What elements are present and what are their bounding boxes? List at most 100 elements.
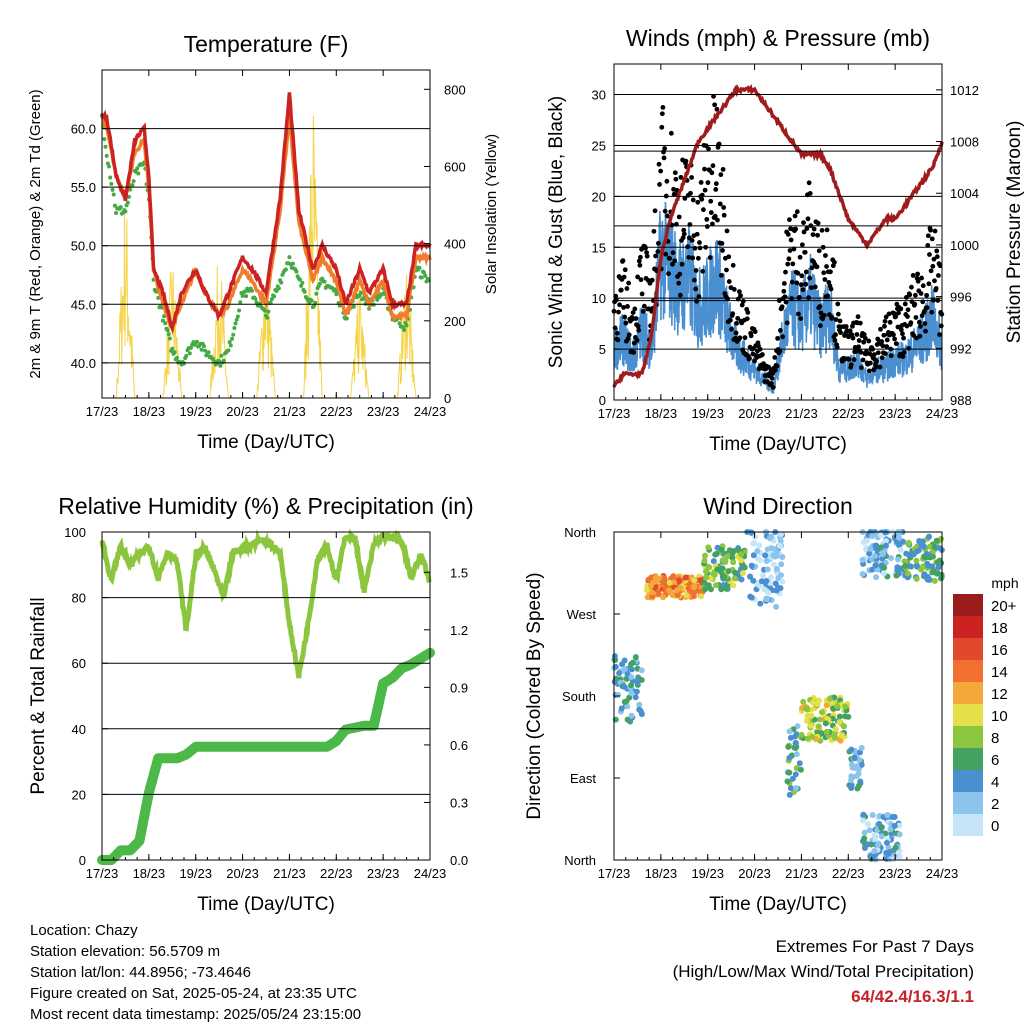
gust-point <box>625 304 630 309</box>
wind-direction-point <box>624 716 631 723</box>
wind-direction-point <box>739 570 746 577</box>
wind-direction-point <box>883 839 890 846</box>
dir-title: Wind Direction <box>703 493 853 519</box>
dewpoint-point <box>268 300 273 305</box>
dir-ytick-label: West <box>567 607 597 622</box>
gust-point <box>915 271 921 277</box>
wind-direction-point <box>660 579 667 586</box>
colorbar-swatch <box>953 792 983 814</box>
wind-direction-point <box>750 540 757 547</box>
rh-xlabel: Time (Day/UTC) <box>197 894 335 915</box>
gust-point <box>704 217 710 222</box>
dewpoint-point <box>244 294 249 299</box>
gust-point <box>850 335 856 341</box>
temp-y2tick-label: 400 <box>444 237 466 252</box>
wind-direction-point <box>772 580 779 587</box>
wind-direction-point <box>853 763 860 770</box>
wind-xtick-label: 17/23 <box>598 406 631 421</box>
gust-point <box>769 375 775 381</box>
gust-point <box>615 337 621 343</box>
gust-point <box>726 279 732 284</box>
wind-direction-point <box>890 856 897 863</box>
gust-point <box>907 292 913 298</box>
gust-point <box>912 292 918 298</box>
wind-xtick-label: 20/23 <box>738 406 771 421</box>
colorbar-label: 0 <box>991 818 999 835</box>
wind-direction-point <box>698 593 705 600</box>
colorbar-swatch <box>953 814 983 836</box>
temp-xtick-label: 23/23 <box>367 404 400 419</box>
dewpoint-point <box>131 179 136 184</box>
gust-point <box>622 314 628 320</box>
gust-point <box>920 283 926 289</box>
gust-point <box>613 297 619 303</box>
wind-xtick-label: 18/23 <box>645 406 678 421</box>
dewpoint-point <box>313 300 318 305</box>
wind-direction-point <box>791 744 798 751</box>
gust-point <box>938 323 944 329</box>
dewpoint-point <box>187 351 192 356</box>
wind-direction-point <box>754 548 761 555</box>
gust-point <box>883 314 889 320</box>
wind-direction-point <box>880 570 887 577</box>
colorbar-label: 18 <box>991 620 1008 637</box>
dewpoint-point <box>294 269 299 274</box>
gust-point <box>659 124 665 130</box>
wind-direction-point <box>867 545 874 552</box>
gust-point <box>635 274 641 280</box>
wind-direction-point <box>888 555 895 562</box>
gust-point <box>663 251 669 257</box>
wind-direction-point <box>764 566 771 573</box>
gust-point <box>626 280 632 286</box>
gust-point <box>933 286 939 291</box>
wind-direction-point <box>926 533 933 540</box>
gust-point <box>875 350 881 356</box>
gust-point <box>636 258 642 264</box>
gust-point <box>925 243 931 248</box>
gust-point <box>729 326 734 332</box>
wind-direction-point <box>897 546 904 553</box>
gust-point <box>772 355 778 360</box>
gust-point <box>705 180 711 186</box>
wind-y2tick-label: 1012 <box>950 83 979 98</box>
gust-point <box>937 263 943 269</box>
gust-point <box>677 292 683 298</box>
temp-y2tick-label: 0 <box>444 391 451 406</box>
gust-point <box>809 265 815 271</box>
wind-direction-point <box>888 830 895 837</box>
gust-point <box>701 207 706 213</box>
wind-direction-point <box>809 733 816 740</box>
gust-point <box>643 245 648 251</box>
wind-direction-point <box>891 823 898 830</box>
gust-point <box>786 256 792 262</box>
gust-point <box>618 287 624 293</box>
wind-direction-point <box>738 557 745 564</box>
gust-point <box>651 228 657 234</box>
gust-point <box>864 349 869 354</box>
gust-point <box>797 254 803 260</box>
gust-point <box>640 309 646 314</box>
dir-ytick-label: South <box>562 689 596 704</box>
wind-direction-point <box>858 761 865 768</box>
dewpoint-point <box>105 161 110 166</box>
wind-direction-point <box>892 844 899 851</box>
colorbar-swatch <box>953 594 983 616</box>
gust-point <box>909 284 914 290</box>
rh-ytick-label: 80 <box>72 591 86 606</box>
gust-point <box>644 253 650 259</box>
wind-direction-point <box>807 722 814 729</box>
colorbar-swatch <box>953 616 983 638</box>
wind-direction-point <box>866 550 873 557</box>
wind-direction-point <box>881 564 888 571</box>
wind-direction-point <box>836 736 843 743</box>
wind-direction-point <box>814 701 821 708</box>
wind-direction-point <box>792 740 799 747</box>
gust-point <box>812 284 818 290</box>
gust-point <box>803 269 809 275</box>
dewpoint-point <box>174 355 179 360</box>
gust-point <box>913 315 919 320</box>
wind-direction-point <box>893 572 900 579</box>
temp-ytick-label: 60.0 <box>71 122 96 137</box>
gust-point <box>740 298 746 304</box>
extremes-values: 64/42.4/16.3/1.1 <box>851 987 974 1006</box>
